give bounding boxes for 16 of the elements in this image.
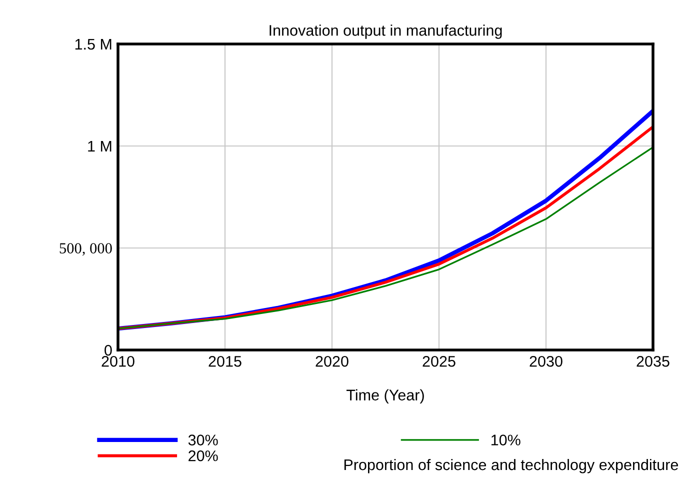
x-tick-label: 2035 bbox=[636, 356, 670, 367]
y-tick-label: 1.5 M bbox=[75, 39, 112, 50]
y-tick-label: 1 M bbox=[88, 141, 112, 152]
chart-title: Innovation output in manufacturing bbox=[270, 24, 502, 39]
x-tick-label: 2015 bbox=[208, 356, 242, 367]
x-tick-label: 2030 bbox=[530, 356, 562, 367]
legend-title: Proportion of science and technology expenditure bbox=[344, 458, 678, 474]
legend-label: 10% bbox=[491, 434, 520, 446]
y-tick-label: 500, 000 bbox=[60, 243, 112, 256]
x-tick-label: 2020 bbox=[316, 356, 348, 367]
legend-label: 30% bbox=[188, 434, 218, 446]
x-axis-title: Time (Year) bbox=[346, 389, 424, 404]
x-tick-label: 2025 bbox=[422, 356, 456, 367]
y-tick-label: 0 bbox=[104, 344, 112, 356]
legend-label: 20% bbox=[188, 450, 218, 462]
x-tick-label: 2010 bbox=[102, 356, 134, 367]
